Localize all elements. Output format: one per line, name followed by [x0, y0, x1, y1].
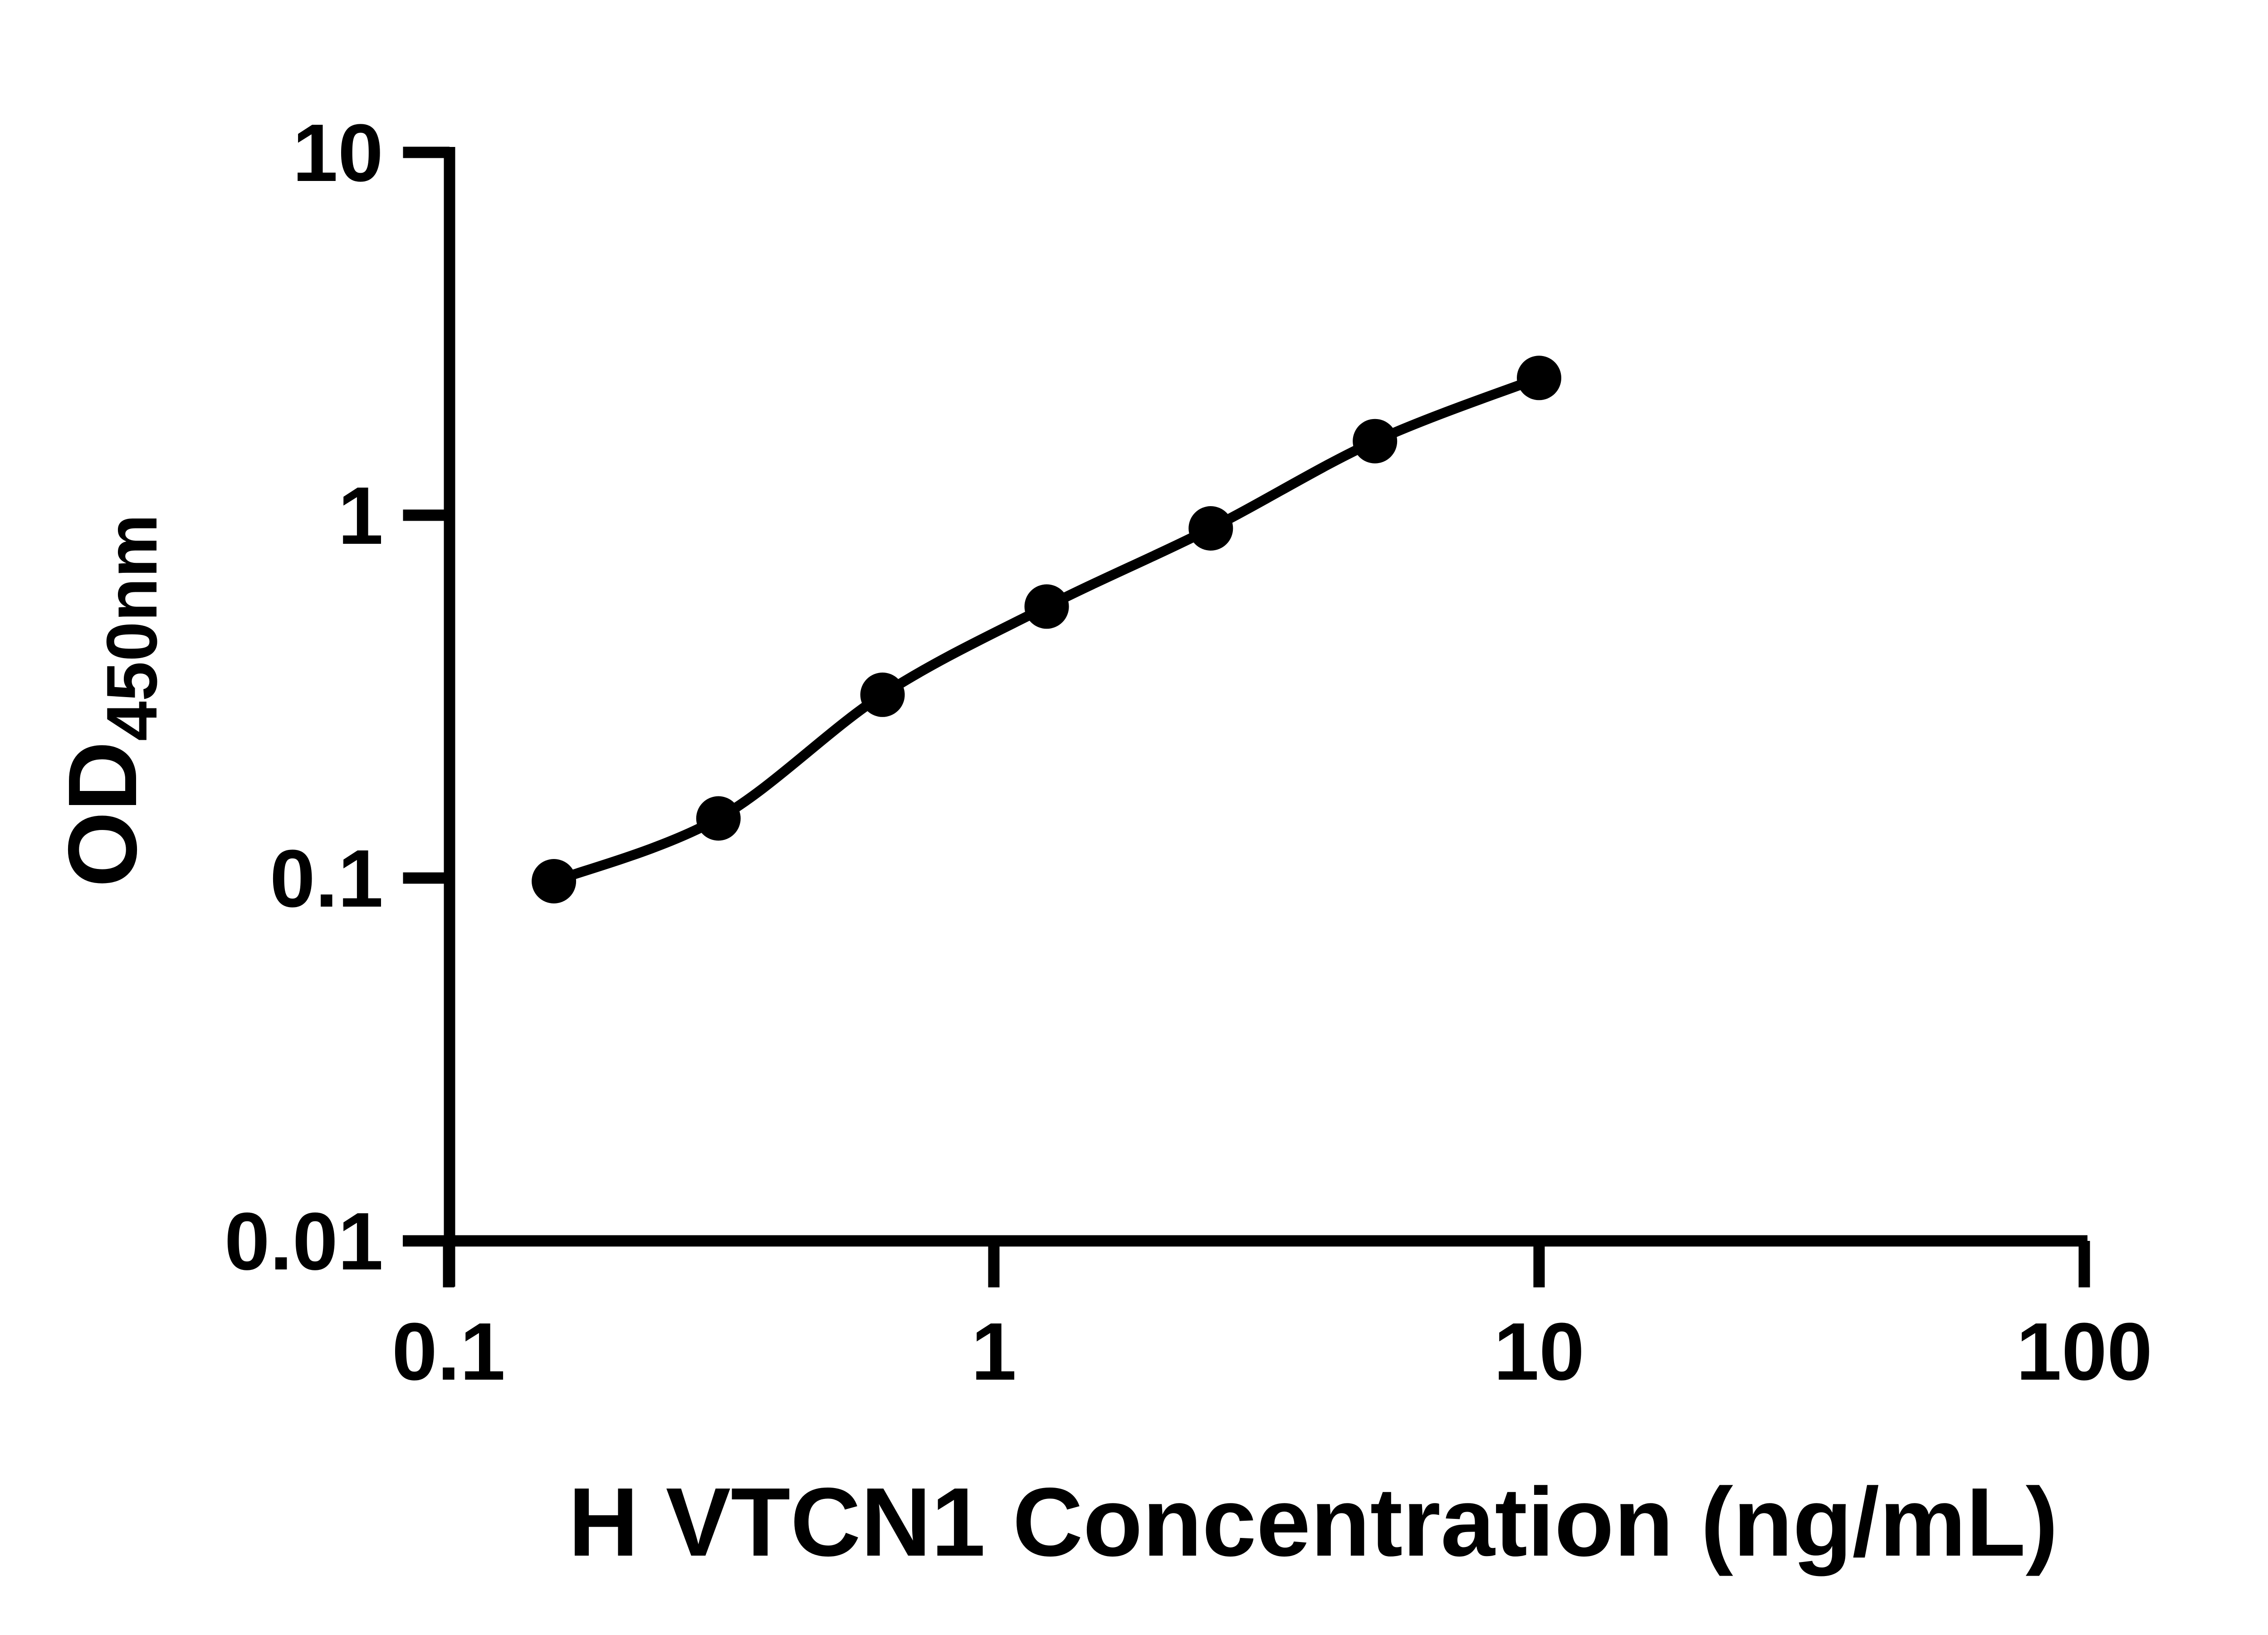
y-tick-label: 10: [293, 107, 383, 199]
y-tick-label: 0.1: [270, 833, 383, 924]
y-axis-title-subscript: 450nm: [92, 514, 172, 741]
x-axis-title: H VTCN1 Concentration (ng/mL): [568, 1467, 2058, 1576]
data-point: [1188, 506, 1233, 551]
x-tick-label: 10: [1494, 1306, 1584, 1397]
data-point: [696, 796, 741, 841]
x-tick-label: 0.1: [392, 1306, 505, 1397]
x-tick-label: 100: [2016, 1306, 2152, 1397]
data-series: [532, 356, 1561, 903]
x-axis-ticks: 0.1 1 10 100: [392, 1241, 2152, 1397]
x-tick-label: 1: [971, 1306, 1017, 1397]
y-axis-ticks: 10 1 0.1 0.01: [225, 107, 450, 1287]
y-tick-label: 0.01: [225, 1196, 383, 1287]
y-axis-title-base: OD: [48, 741, 157, 888]
data-point: [1517, 356, 1561, 400]
data-point: [860, 672, 905, 717]
data-point: [1353, 419, 1398, 464]
data-point: [532, 859, 577, 903]
data-point: [1024, 584, 1069, 629]
y-tick-label: 1: [338, 470, 383, 561]
y-axis-title: OD450nm: [48, 514, 172, 887]
